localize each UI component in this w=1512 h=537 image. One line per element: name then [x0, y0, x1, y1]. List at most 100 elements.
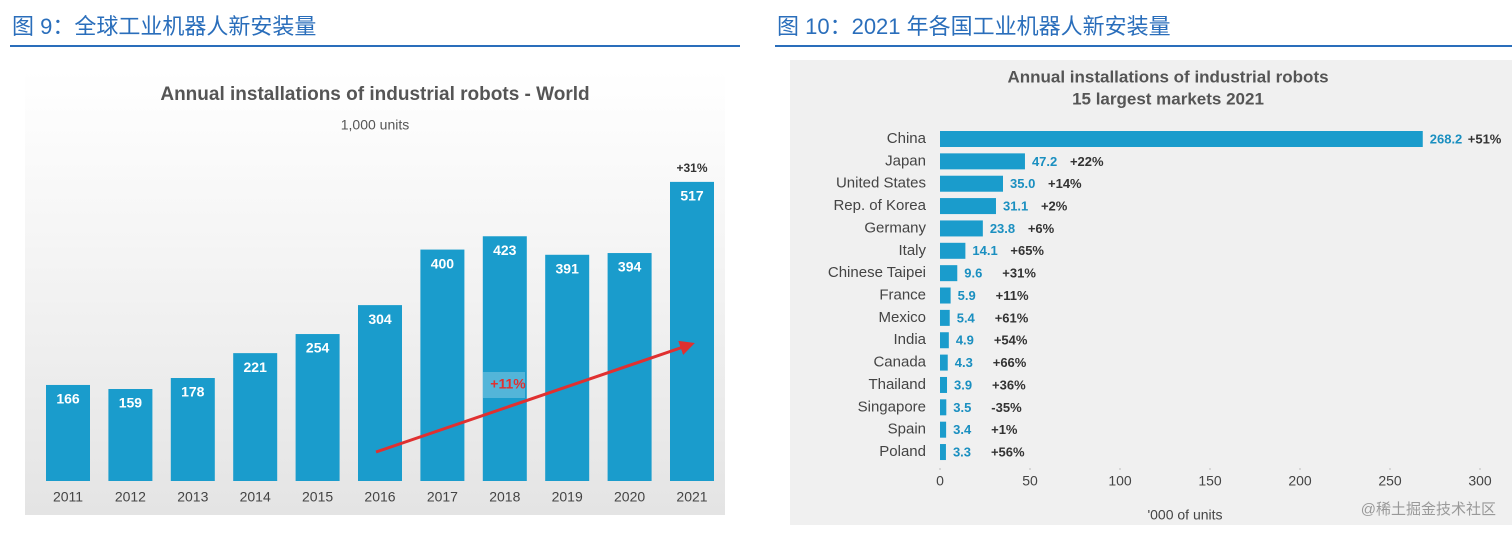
x-tick-label: 2015 [302, 489, 333, 505]
bar [940, 309, 950, 326]
x-tick-label: 2020 [614, 489, 645, 505]
change-label: +61% [995, 310, 1029, 325]
value-label: 3.3 [953, 444, 971, 459]
x-tick-label: 2018 [489, 489, 520, 505]
value-label: 304 [368, 311, 392, 327]
value-label: 221 [244, 359, 268, 375]
value-label: 268.2 [1430, 131, 1463, 146]
x-axis-label: '000 of units [1147, 507, 1222, 523]
y-tick-label: Japan [885, 152, 926, 169]
caption: 图 10：2021 年各国工业机器人新安装量 [777, 14, 1171, 39]
caption: 图 9：全球工业机器人新安装量 [12, 14, 316, 39]
value-label: 14.1 [972, 243, 997, 258]
change-label: +2% [1041, 199, 1068, 214]
chart-title: Annual installations of industrial robot… [160, 84, 589, 105]
y-tick-label: Poland [879, 443, 926, 460]
bar [358, 305, 402, 481]
bar [940, 376, 948, 393]
bar [545, 254, 590, 481]
x-tick-label: 2019 [552, 489, 583, 505]
bar [940, 220, 983, 237]
bar [420, 249, 465, 481]
value-label: 423 [493, 242, 517, 258]
value-label: 5.4 [957, 310, 976, 325]
x-tick-label: 2011 [53, 489, 83, 505]
change-label: +6% [1028, 221, 1055, 236]
chart-subtitle: 15 largest markets 2021 [1072, 89, 1264, 108]
change-label: +22% [1070, 154, 1104, 169]
y-tick-label: Canada [873, 354, 926, 371]
watermark: @稀土掘金技术社区 [1361, 501, 1496, 518]
value-label: 400 [431, 255, 455, 271]
y-tick-label: India [893, 331, 926, 348]
y-tick-label: United States [836, 175, 926, 192]
x-tick-label: 150 [1198, 473, 1222, 489]
value-label: 23.8 [990, 221, 1015, 236]
change-label: +51% [1468, 131, 1502, 146]
value-label: 4.3 [955, 355, 973, 370]
value-label: 178 [181, 384, 205, 400]
chart-title: Annual installations of industrial robot… [1007, 67, 1328, 86]
x-tick-label: 2021 [676, 489, 707, 505]
y-tick-label: Thailand [868, 376, 926, 393]
annotation-box [483, 372, 525, 398]
y-tick-label: Chinese Taipei [828, 264, 926, 281]
change-label: +31% [1002, 266, 1036, 281]
value-label: 3.9 [954, 377, 972, 392]
y-tick-label: Italy [898, 242, 926, 259]
bar [482, 236, 527, 481]
change-label: +56% [991, 444, 1025, 459]
y-tick-label: Spain [888, 421, 926, 438]
x-tick-label: 2016 [364, 489, 395, 505]
change-label: +54% [994, 333, 1028, 348]
y-tick-label: Mexico [878, 309, 926, 326]
x-tick-label: 2013 [177, 489, 208, 505]
value-label: 4.9 [956, 333, 974, 348]
value-label: 47.2 [1032, 154, 1057, 169]
y-tick-label: China [887, 130, 927, 147]
change-label: +14% [1048, 176, 1082, 191]
annotation: +31% [676, 161, 707, 175]
bar [170, 378, 215, 481]
bar [940, 242, 966, 259]
y-tick-label: Germany [864, 219, 926, 236]
bar [940, 175, 1003, 192]
bar [940, 198, 996, 215]
value-label: 3.5 [953, 400, 971, 415]
bar [940, 131, 1423, 147]
x-tick-label: 2012 [115, 489, 146, 505]
value-label: 254 [306, 340, 330, 356]
x-tick-label: 2014 [240, 489, 271, 505]
value-label: 35.0 [1010, 176, 1035, 191]
bar [46, 384, 90, 481]
bar [940, 399, 947, 416]
value-label: 517 [680, 188, 704, 204]
bar [940, 421, 947, 438]
bar [940, 265, 958, 282]
value-label: 31.1 [1003, 199, 1028, 214]
bar [940, 287, 951, 304]
y-tick-label: Rep. of Korea [833, 197, 926, 214]
bar [940, 444, 946, 461]
x-tick-label: 0 [936, 473, 944, 489]
bar [940, 153, 1025, 170]
bar [233, 353, 278, 481]
change-label: +65% [1010, 243, 1044, 258]
x-tick-label: 100 [1108, 473, 1132, 489]
change-label: +1% [991, 422, 1018, 437]
x-tick-label: 50 [1022, 473, 1038, 489]
annotation: +11% [490, 376, 526, 392]
value-label: 166 [56, 391, 80, 407]
bar [940, 332, 949, 349]
chart-subtitle: 1,000 units [341, 117, 410, 133]
change-label: -35% [991, 400, 1022, 415]
x-tick-label: 250 [1378, 473, 1402, 489]
x-tick-label: 2017 [427, 489, 458, 505]
bar [670, 181, 714, 481]
value-label: 9.6 [964, 266, 982, 281]
bar [108, 389, 153, 481]
value-label: 3.4 [953, 422, 972, 437]
value-label: 159 [119, 395, 143, 411]
x-tick-label: 200 [1288, 473, 1312, 489]
